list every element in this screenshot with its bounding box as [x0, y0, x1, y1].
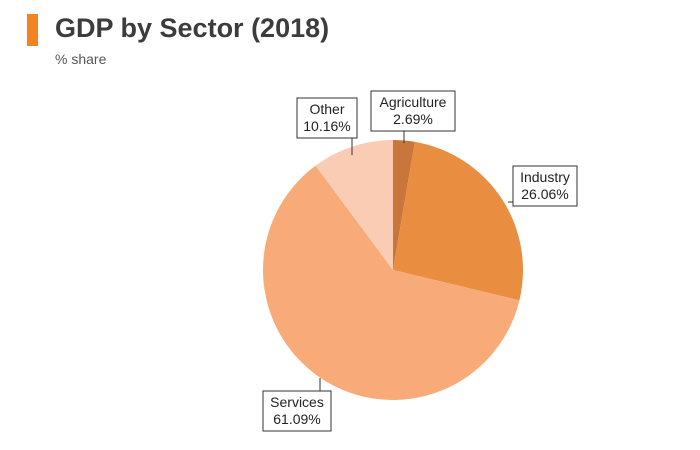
pie-slice-agriculture: [393, 140, 415, 270]
chart-title: GDP by Sector (2018): [55, 13, 330, 43]
title-accent-bar: [27, 14, 38, 46]
slice-name-label: Services: [270, 394, 324, 410]
slice-name-label: Industry: [520, 169, 570, 185]
pie-slice-industry: [393, 141, 524, 301]
chart-subtitle: % share: [55, 51, 107, 67]
slice-value-label: 2.69%: [393, 111, 433, 127]
slice-value-label: 61.09%: [273, 411, 320, 427]
pie-slice-other: [315, 140, 393, 270]
label-box: [262, 390, 332, 432]
slice-value-label: 10.16%: [303, 118, 350, 134]
pie-slice-services: [263, 165, 520, 400]
pie-slices: [263, 140, 524, 400]
slice-value-label: 26.06%: [521, 186, 568, 202]
label-box: [370, 90, 456, 132]
label-box: [296, 97, 358, 139]
slice-name-label: Other: [309, 101, 344, 117]
slice-name-label: Agriculture: [380, 94, 447, 110]
label-box: [512, 165, 578, 207]
